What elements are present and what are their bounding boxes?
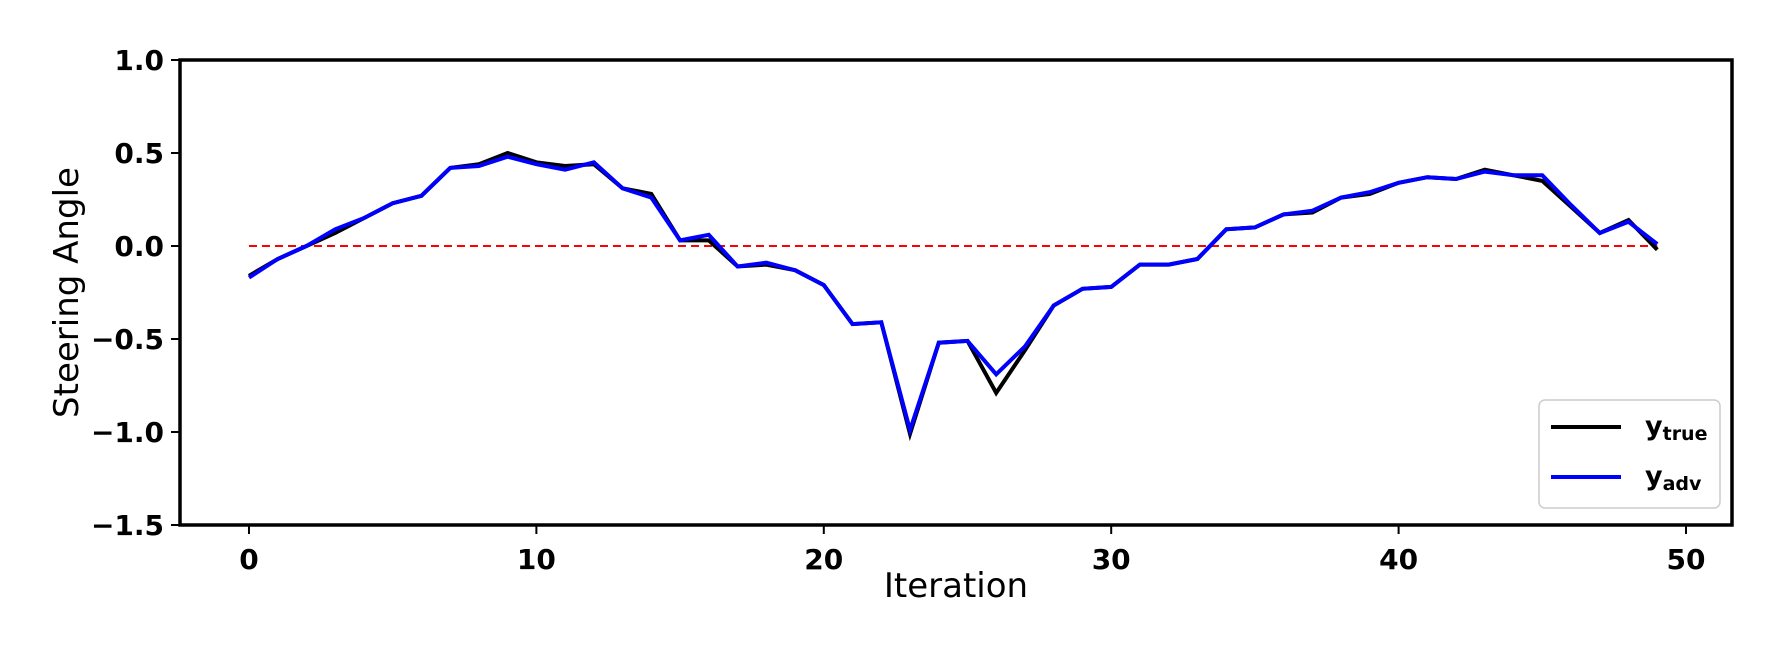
x-tick-label: 20 (804, 543, 843, 576)
x-tick-label: 0 (239, 543, 258, 576)
series-line-true (247, 150, 1659, 442)
y-tick-label: 0.0 (114, 230, 164, 263)
y-axis-label: Steering Angle (47, 167, 87, 418)
y-tick-label: 0.5 (114, 137, 164, 170)
y-tick-label: 1.0 (114, 44, 164, 77)
series-line-adv (247, 154, 1659, 438)
plot-layer (247, 150, 1659, 442)
y-tick-label: −1.5 (91, 509, 164, 542)
plot-frame (178, 58, 1734, 527)
x-tick-label: 30 (1092, 543, 1131, 576)
x-tick-label: 50 (1667, 543, 1706, 576)
x-tick-label: 10 (517, 543, 556, 576)
y-tick-label: −1.0 (91, 416, 164, 449)
legend: ytrue yadv (1538, 399, 1721, 509)
y-tick-label: −0.5 (91, 323, 164, 356)
x-tick-label: 40 (1379, 543, 1418, 576)
legend-label-adv: yadv (1645, 461, 1702, 495)
legend-label-true: ytrue (1645, 411, 1707, 445)
x-axis-label: Iteration (884, 566, 1028, 606)
tick-layer: 0 10 20 30 40 50 1.0 0.5 0.0 −0.5 −1.0 −1.5 (91, 44, 1706, 576)
